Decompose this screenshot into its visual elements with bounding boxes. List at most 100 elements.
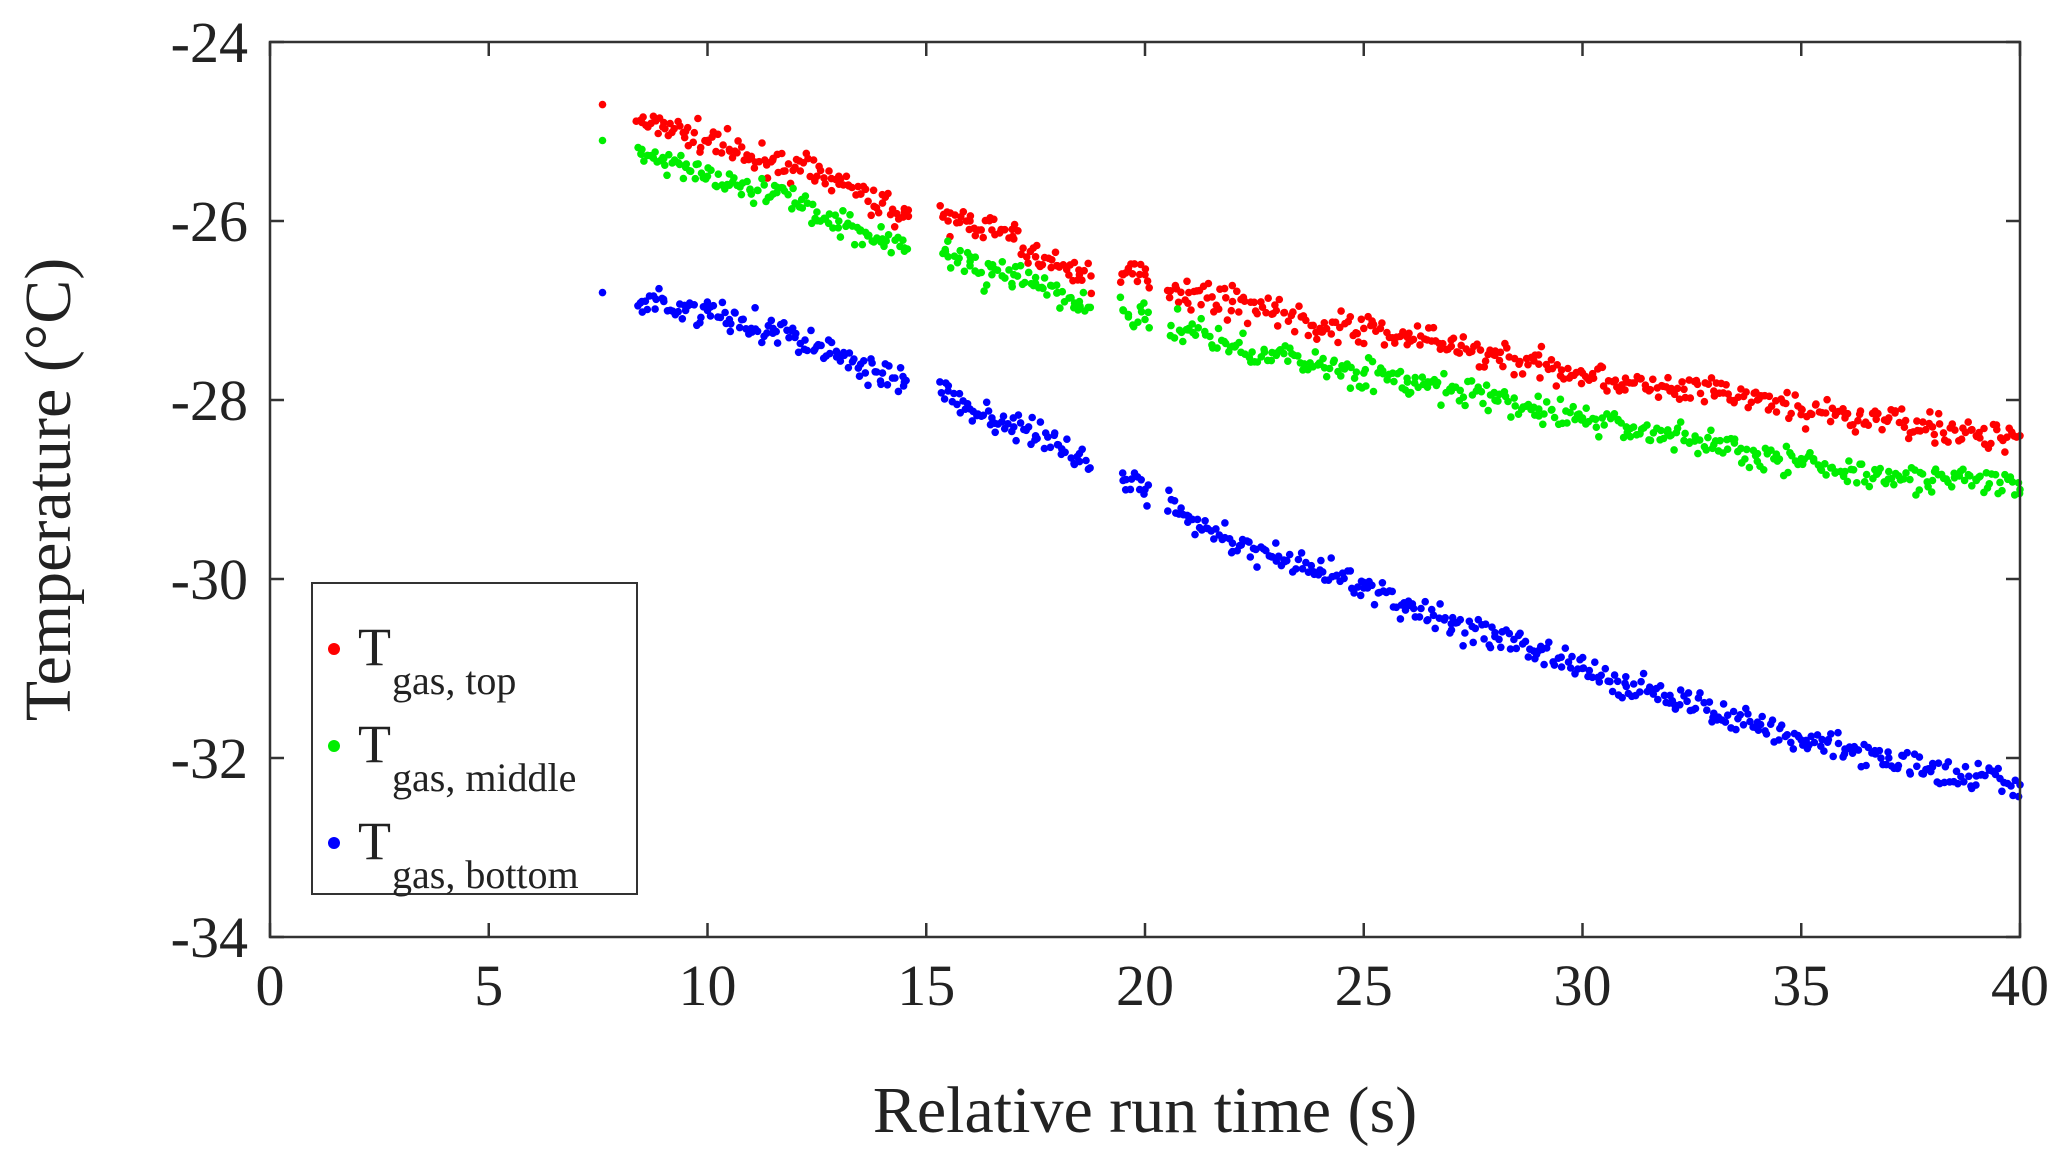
data-point	[1122, 475, 1130, 484]
data-point	[766, 193, 775, 201]
data-point	[1664, 373, 1672, 382]
data-point	[1545, 638, 1553, 647]
x-tick-label: 20	[1116, 953, 1174, 1018]
data-point	[1258, 303, 1267, 312]
data-point	[1772, 408, 1781, 416]
data-point	[754, 186, 762, 195]
data-point	[1206, 332, 1214, 341]
data-point	[1424, 616, 1432, 624]
data-point	[1427, 605, 1436, 614]
data-point	[675, 160, 684, 169]
data-point	[1931, 439, 1939, 447]
data-point	[1696, 389, 1705, 398]
data-point	[1134, 318, 1142, 327]
data-point	[861, 369, 870, 377]
data-point	[1165, 486, 1173, 495]
data-point	[1449, 334, 1458, 343]
data-point	[1036, 418, 1045, 426]
data-point	[1021, 278, 1029, 287]
data-point	[1353, 583, 1362, 591]
data-point	[1626, 432, 1635, 441]
data-point	[1461, 629, 1469, 637]
data-point	[1822, 471, 1830, 479]
y-tick-labels: -34 -32 -30 -28 -26 -24	[171, 10, 248, 970]
data-point	[864, 197, 872, 206]
data-point	[598, 136, 607, 145]
data-point	[1133, 277, 1142, 286]
data-point	[1271, 301, 1279, 309]
data-point	[1269, 309, 1277, 318]
data-point	[1441, 614, 1449, 622]
data-point	[1212, 525, 1220, 533]
data-point	[1552, 382, 1561, 390]
data-point	[1736, 711, 1745, 719]
data-point	[891, 374, 899, 382]
data-point	[1654, 393, 1663, 402]
data-point	[1667, 384, 1676, 393]
data-point	[1431, 624, 1439, 633]
data-point	[755, 157, 763, 166]
data-point	[1683, 697, 1691, 706]
data-point	[1762, 730, 1771, 738]
data-point	[1862, 761, 1870, 770]
data-point	[1595, 433, 1603, 441]
data-point	[1788, 451, 1796, 460]
data-point	[1275, 295, 1284, 304]
data-point	[1927, 488, 1936, 496]
series-0-points	[598, 100, 2024, 456]
data-point	[1033, 434, 1041, 443]
data-point	[1505, 629, 1514, 638]
data-point	[1360, 324, 1368, 333]
data-point	[1248, 348, 1256, 356]
data-point	[1126, 485, 1135, 494]
data-point	[1187, 306, 1195, 314]
data-point	[984, 407, 993, 415]
data-point	[846, 211, 854, 219]
data-point	[937, 389, 946, 397]
y-axis-title: Temperature (°C)	[12, 258, 85, 721]
data-point	[1976, 434, 1984, 442]
data-point	[1273, 322, 1282, 330]
data-point	[1116, 293, 1125, 302]
data-point	[1352, 368, 1361, 377]
data-point	[796, 167, 805, 175]
data-point	[1065, 271, 1073, 279]
data-point	[809, 156, 818, 164]
data-point	[1076, 302, 1084, 311]
data-point	[679, 174, 688, 183]
data-point	[1745, 463, 1754, 472]
data-point	[663, 171, 671, 180]
data-point	[1676, 701, 1684, 709]
data-point	[1611, 376, 1620, 385]
data-point	[1559, 375, 1568, 383]
x-axis-title: Relative run time (s)	[873, 1074, 1417, 1147]
data-point	[1272, 539, 1280, 547]
data-point	[1214, 324, 1223, 333]
data-point	[1597, 671, 1605, 680]
data-point	[960, 267, 969, 276]
data-point	[701, 175, 710, 183]
x-tick-label: 5	[474, 953, 503, 1018]
data-point	[1298, 565, 1307, 573]
data-point	[725, 147, 734, 155]
data-point	[1246, 553, 1255, 561]
data-point	[1028, 413, 1036, 422]
data-point	[1141, 270, 1149, 279]
data-point	[1019, 244, 1027, 252]
data-point	[1784, 468, 1792, 477]
data-point	[1765, 392, 1774, 401]
data-point	[1409, 604, 1418, 613]
x-tick-label: 15	[897, 953, 955, 1018]
data-point	[1512, 644, 1521, 653]
data-point	[1563, 419, 1571, 427]
data-point	[1613, 677, 1622, 686]
data-point	[1568, 652, 1576, 661]
data-point	[1079, 288, 1088, 297]
data-point	[860, 357, 868, 365]
data-point	[1548, 405, 1556, 414]
data-point	[1621, 386, 1629, 394]
data-point	[1608, 687, 1617, 696]
data-point	[835, 217, 843, 225]
data-point	[982, 398, 991, 407]
